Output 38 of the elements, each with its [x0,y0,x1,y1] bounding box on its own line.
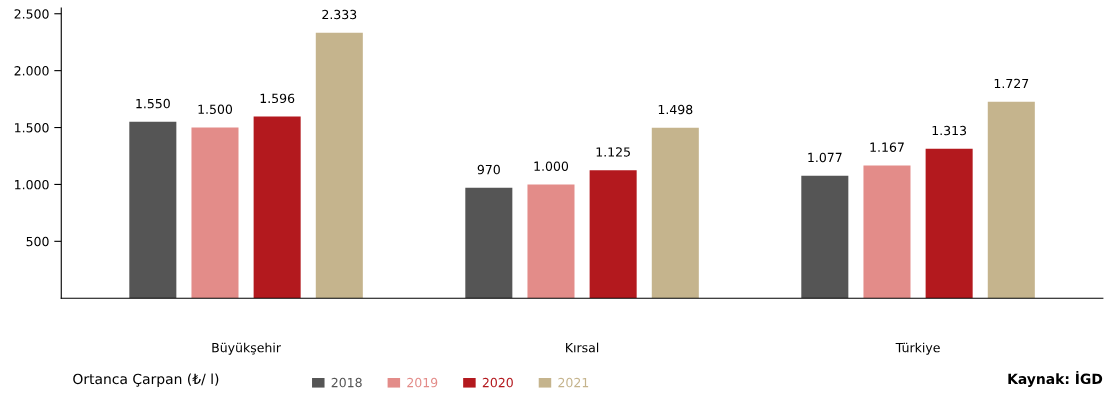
bar [925,148,973,299]
bar [651,127,699,299]
data-label: 1.727 [994,78,1029,88]
data-label: 1.500 [198,104,233,114]
data-label: 1.498 [658,104,693,115]
data-label: 2.333 [322,9,357,20]
bar [129,121,177,299]
y-tick-label: 2.500 [14,9,49,19]
bar [987,101,1035,299]
x-tick-label: Türkiye [895,342,940,355]
bar [253,116,301,299]
legend-title: Ortanca Çarpan (₺/ l) [73,373,219,387]
data-label: 1.000 [534,161,569,171]
y-tick-label: 1.000 [15,179,49,190]
data-label: 1.077 [808,152,842,163]
legend-label: 2018 [331,377,362,388]
y-tick-label: 2.000 [14,66,49,76]
data-label: 1.167 [870,142,904,152]
x-tick-label: Büyükşehir [212,342,281,355]
bar [315,32,363,299]
data-label: 970 [477,164,500,175]
data-label: 1.596 [260,93,295,104]
legend-label: 2021 [558,377,589,388]
bar [863,165,911,299]
y-tick-label: 1.500 [15,123,49,133]
x-tick-label: Kırsal [566,342,599,353]
y-tick-label: 500 [26,236,49,247]
bar [801,175,849,299]
bar [527,184,575,299]
bar [589,170,637,299]
bar [465,187,513,299]
data-label: 1.550 [136,98,170,109]
data-label: 1.125 [596,147,630,157]
legend-label: 2019 [407,377,438,388]
text: Kaynak: İGD [1008,371,1103,387]
data-label: 1.313 [932,125,967,136]
bar [191,127,239,299]
legend-label: 2020 [482,377,513,388]
